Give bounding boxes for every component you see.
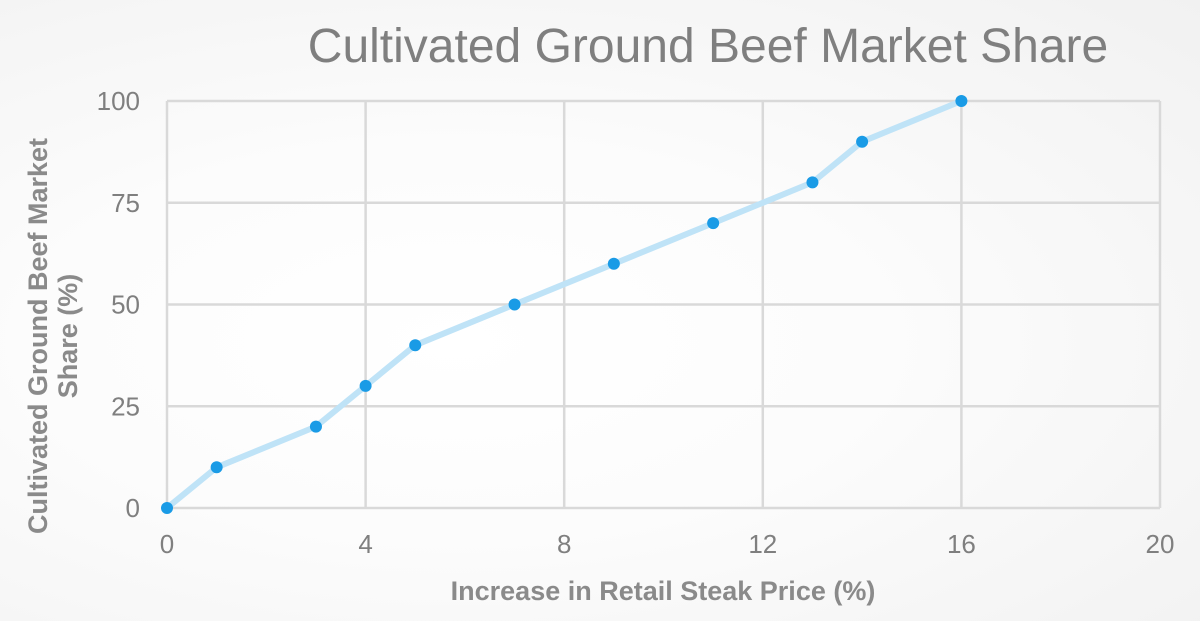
data-point: [508, 298, 521, 311]
x-tick-label: 16: [947, 529, 976, 559]
data-point: [409, 339, 422, 352]
data-point: [309, 420, 322, 433]
data-point: [955, 95, 968, 107]
y-axis-title-line-2: Share (%): [53, 274, 83, 399]
x-axis-title: Increase in Retail Steak Price (%): [451, 576, 876, 606]
data-point: [210, 461, 223, 474]
data-point: [161, 502, 173, 514]
y-tick-label: 25: [111, 391, 140, 421]
y-tick-label: 75: [111, 188, 140, 218]
y-tick-label: 100: [97, 86, 140, 116]
data-point: [359, 379, 372, 392]
x-tick-label: 20: [1146, 529, 1175, 559]
y-axis-title-line-1: Cultivated Ground Beef Market: [23, 138, 53, 534]
data-point: [856, 135, 869, 148]
tick-labels: 0 25 50 75 100 0 4 8 12 16 20: [97, 86, 1175, 559]
data-point: [707, 217, 720, 230]
x-tick-label: 0: [160, 529, 174, 559]
series: [161, 95, 968, 514]
y-axis-title: Cultivated Ground Beef Market Share (%): [23, 138, 83, 534]
data-point: [806, 176, 819, 189]
x-tick-label: 4: [358, 529, 372, 559]
y-tick-label: 0: [126, 493, 140, 523]
data-point: [607, 257, 620, 270]
x-tick-label: 12: [748, 529, 777, 559]
y-tick-label: 50: [111, 290, 140, 320]
x-tick-label: 8: [557, 529, 571, 559]
grid: [165, 99, 1162, 510]
chart-title: Cultivated Ground Beef Market Share: [308, 20, 1108, 73]
